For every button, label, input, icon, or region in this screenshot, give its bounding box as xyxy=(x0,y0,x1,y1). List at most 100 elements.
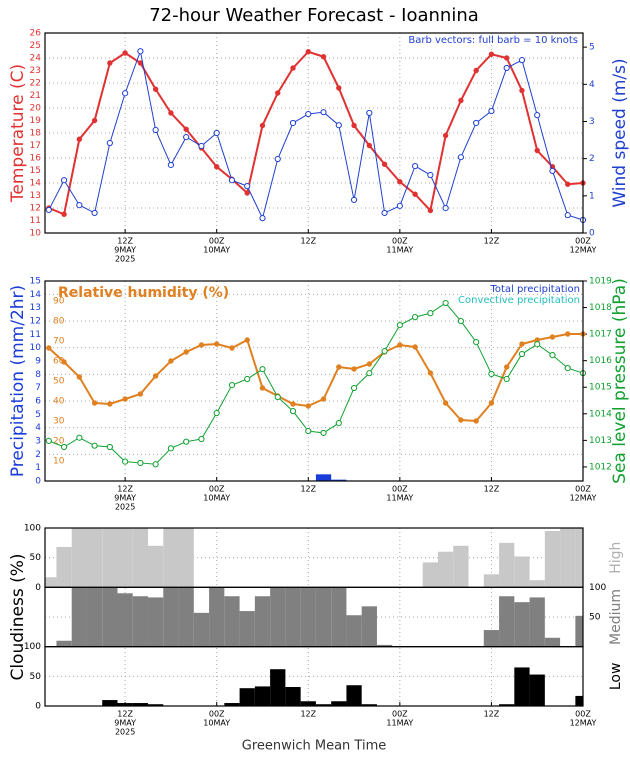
series-marker xyxy=(45,206,52,214)
series-marker xyxy=(549,167,556,175)
x-tick-label: 12Z xyxy=(484,710,500,719)
series-marker xyxy=(503,364,510,370)
series-marker xyxy=(534,147,540,154)
bar xyxy=(529,580,545,588)
series-marker xyxy=(549,334,556,340)
bar xyxy=(499,704,515,706)
x-tick-label: 11MAY xyxy=(386,246,413,255)
bar xyxy=(331,587,347,647)
panel-label: Low xyxy=(608,663,624,691)
y-tick-label: 50 xyxy=(30,553,42,563)
y-tick-label: 20 xyxy=(30,104,42,114)
y3-tick-label: 30 xyxy=(53,417,65,427)
series-marker xyxy=(91,442,98,449)
series-marker xyxy=(442,204,449,212)
series-marker xyxy=(442,299,449,307)
y2-tick-label: 1015 xyxy=(589,383,612,393)
series-marker xyxy=(412,191,418,197)
bar xyxy=(270,587,286,647)
bar xyxy=(148,545,164,588)
bar xyxy=(376,644,393,647)
y2-tick-label: 1018 xyxy=(589,303,612,313)
series-marker xyxy=(152,373,159,379)
series-marker xyxy=(274,393,281,401)
bar xyxy=(132,528,149,588)
x-tick-label: 12Z xyxy=(300,485,316,494)
series-marker xyxy=(305,427,312,435)
series-marker xyxy=(213,129,220,137)
y2-tick-label: 1019 xyxy=(589,277,612,287)
series-marker xyxy=(259,122,266,129)
bar xyxy=(148,704,164,706)
x-tick-label: 2025 xyxy=(115,503,135,512)
bar xyxy=(239,688,255,706)
series-line xyxy=(48,49,584,221)
bar xyxy=(163,528,179,588)
series-marker xyxy=(214,164,220,170)
series-marker xyxy=(228,382,236,389)
bar xyxy=(56,640,72,647)
x-tick-label: 00Z xyxy=(575,710,591,719)
series-marker xyxy=(351,366,357,372)
series-marker xyxy=(244,337,250,343)
bar xyxy=(499,596,515,647)
y2-tick-label: 2 xyxy=(589,154,595,164)
x-tick-label: 00Z xyxy=(575,485,591,494)
y3-tick-label: 80 xyxy=(53,317,65,327)
bar xyxy=(86,528,103,588)
y-tick-label: 13 xyxy=(30,303,41,313)
bar xyxy=(193,612,210,647)
series-marker xyxy=(91,209,98,217)
x-tick-label: 00Z xyxy=(209,237,225,246)
series-line xyxy=(48,50,584,216)
bar xyxy=(102,528,118,588)
bar xyxy=(529,597,545,647)
y-tick-label: 10 xyxy=(30,343,42,353)
legend-entry: Relative humidity (%) xyxy=(58,285,229,301)
x-tick-label: 12Z xyxy=(484,237,500,246)
bar xyxy=(483,630,500,647)
series-marker xyxy=(305,49,311,55)
series-marker xyxy=(442,400,449,406)
series-marker xyxy=(183,349,189,355)
y-tick-label: 14 xyxy=(30,179,42,189)
series-marker xyxy=(198,142,205,150)
y-tick-label: 50 xyxy=(30,672,42,682)
y3-tick-label: 70 xyxy=(53,337,65,347)
series-marker xyxy=(46,345,52,351)
series-marker xyxy=(168,358,174,364)
series-marker xyxy=(350,384,358,392)
bar xyxy=(300,587,316,647)
series-marker xyxy=(259,366,266,373)
series-line xyxy=(48,302,584,465)
y-tick-label: 12 xyxy=(30,317,41,327)
series-marker xyxy=(366,109,373,117)
bar xyxy=(178,528,194,588)
bar xyxy=(346,685,362,706)
series-marker xyxy=(427,207,434,214)
series-marker xyxy=(564,212,571,219)
series-marker xyxy=(229,345,235,351)
bar xyxy=(575,528,583,588)
y-tick-label: 15 xyxy=(30,277,41,287)
x-tick-label: 00Z xyxy=(575,237,591,246)
bar xyxy=(453,545,469,588)
bar xyxy=(331,701,347,706)
x-tick-label: 00Z xyxy=(209,710,225,719)
x-tick-label: 00Z xyxy=(392,710,408,719)
series-marker xyxy=(305,403,311,409)
x-tick-label: 9MAY xyxy=(114,719,136,728)
series-marker xyxy=(122,50,128,56)
y-tick-label: 13 xyxy=(30,191,41,201)
bar xyxy=(224,703,240,706)
series-marker xyxy=(336,85,342,91)
series-marker xyxy=(473,338,480,346)
series-marker xyxy=(473,67,479,74)
series-marker xyxy=(168,110,174,116)
x-tick-label: 12MAY xyxy=(570,719,597,728)
x-axis-label: Greenwich Mean Time xyxy=(242,739,387,754)
x-tick-label: 2025 xyxy=(115,255,135,264)
series-marker xyxy=(366,142,373,149)
legend-entry: Total precipitation xyxy=(489,284,580,295)
